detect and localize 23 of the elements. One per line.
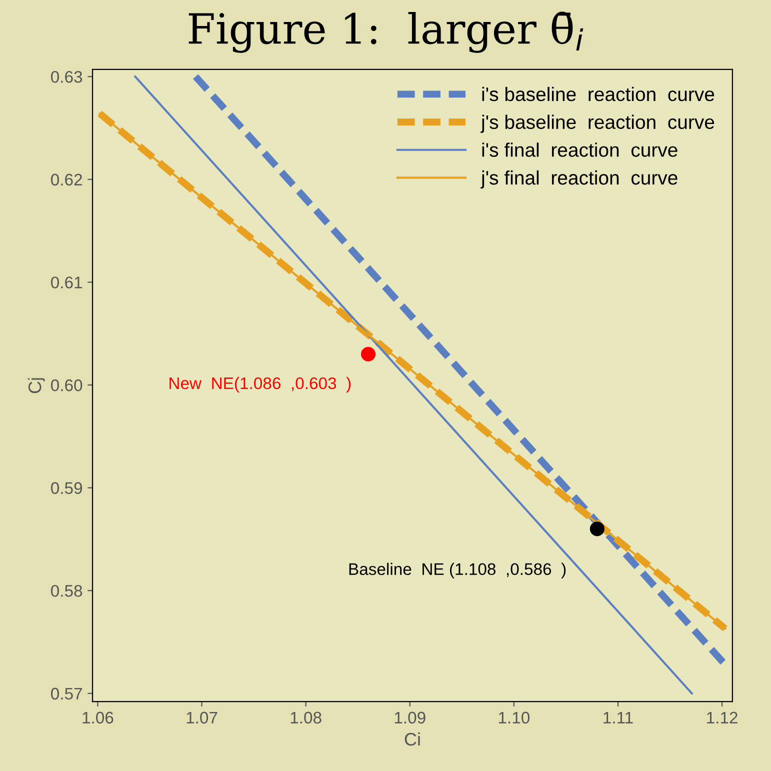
x-tick-label: 1.11 [604, 712, 633, 724]
annotation: Baseline NE (1.108 ,0.586 ) [349, 562, 566, 578]
legend-label: j's baseline reaction curve [480, 114, 714, 133]
y-axis-title: Cj [28, 378, 45, 394]
y-tick-label: 0.57 [51, 688, 82, 700]
y-tick-label: 0.59 [51, 482, 82, 494]
legend-label: j's final reaction curve [480, 170, 678, 189]
x-tick-label: 1.08 [290, 712, 322, 724]
x-tick-label: 1.12 [707, 712, 738, 724]
x-tick-label: 1.07 [186, 712, 218, 724]
y-tick-label: 0.62 [51, 174, 82, 186]
y-tick-label: 0.58 [51, 584, 82, 597]
chart-title: Figure 1: larger θ̄$_{i}$ [188, 12, 584, 53]
x-axis-title: Ci [404, 732, 420, 746]
y-tick-label: 0.63 [51, 70, 82, 83]
legend-label: i's baseline reaction curve [482, 86, 714, 102]
x-tick-label: 1.10 [498, 712, 530, 724]
x-tick-label: 1.06 [82, 712, 114, 724]
y-tick-label: 0.61 [51, 276, 82, 288]
annotation: New NE(1.086 ,0.603 ) [170, 376, 351, 392]
y-tick-label: 0.60 [51, 379, 82, 392]
x-tick-label: 1.09 [394, 712, 426, 724]
legend-label: i's final reaction curve [482, 142, 678, 157]
